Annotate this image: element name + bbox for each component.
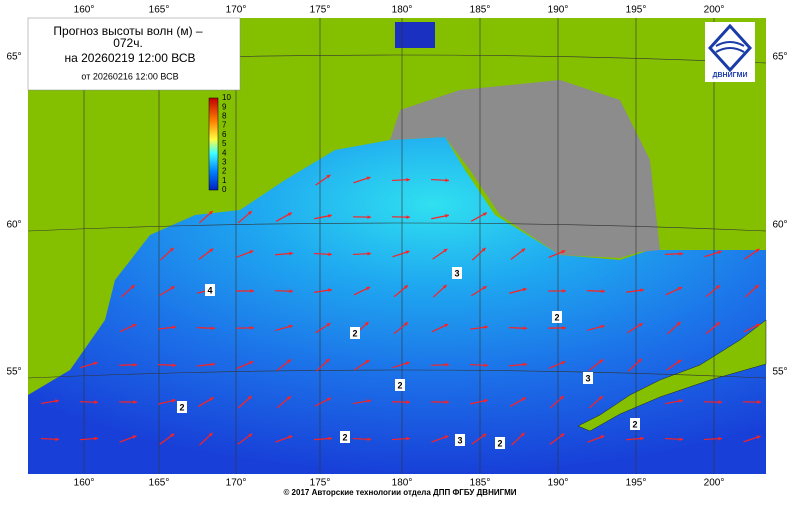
lon-label: 185° <box>470 478 491 489</box>
lon-label: 180° <box>392 478 413 489</box>
lon-label: 190° <box>548 478 569 489</box>
title: 072ч. <box>113 36 143 50</box>
lat-label: 55° <box>6 367 21 378</box>
scale-label: 8 <box>222 112 227 121</box>
lon-label: 190° <box>548 5 569 16</box>
contour-label: 3 <box>585 373 590 383</box>
lon-label: 195° <box>626 478 647 489</box>
lat-label: 65° <box>6 52 21 63</box>
lon-label: 195° <box>626 5 647 16</box>
scale-label: 5 <box>222 139 227 148</box>
contour-label: 2 <box>397 380 402 390</box>
lon-label: 170° <box>226 5 247 16</box>
lon-label: 185° <box>470 5 491 16</box>
scale-label: 2 <box>222 167 227 176</box>
contour-label: 2 <box>352 328 357 338</box>
contour-label: 2 <box>497 438 502 448</box>
lon-label: 165° <box>149 5 170 16</box>
lon-label: 160° <box>74 478 95 489</box>
scale-label: 6 <box>222 130 227 139</box>
lon-label: 165° <box>149 478 170 489</box>
lon-label: 200° <box>704 5 725 16</box>
lon-label: 175° <box>310 478 331 489</box>
lat-label: 60° <box>772 220 787 231</box>
lon-label: 180° <box>392 5 413 16</box>
scale-label: 9 <box>222 102 227 111</box>
lon-label: 175° <box>310 5 331 16</box>
lon-label: 160° <box>74 5 95 16</box>
lat-label: 65° <box>772 52 787 63</box>
contour-label: 2 <box>632 419 637 429</box>
scale-label: 10 <box>222 93 231 102</box>
lon-label: 170° <box>226 478 247 489</box>
scale-label: 4 <box>222 148 227 157</box>
bay <box>395 22 435 48</box>
lat-label: 55° <box>772 367 787 378</box>
lon-label: 200° <box>704 478 725 489</box>
issued: от 20260216 12:00 ВСВ <box>81 71 178 81</box>
footer: © 2017 Авторские технологии отдела ДПП Ф… <box>283 488 516 497</box>
color-scale <box>209 98 218 190</box>
contour-label: 2 <box>554 312 559 322</box>
contour-label: 4 <box>207 285 212 295</box>
lat-label: 60° <box>6 220 21 231</box>
valid-time: на 20260219 12:00 ВСВ <box>65 51 196 65</box>
contour-label: 2 <box>179 402 184 412</box>
scale-label: 7 <box>222 121 227 130</box>
contour-label: 3 <box>457 435 462 445</box>
scale-label: 0 <box>222 185 227 194</box>
scale-label: 1 <box>222 176 227 185</box>
scale-label: 3 <box>222 158 227 167</box>
contour-label: 3 <box>454 268 459 278</box>
contour-label: 2 <box>342 432 347 442</box>
logo-text: ДВНИГМИ <box>713 72 748 79</box>
